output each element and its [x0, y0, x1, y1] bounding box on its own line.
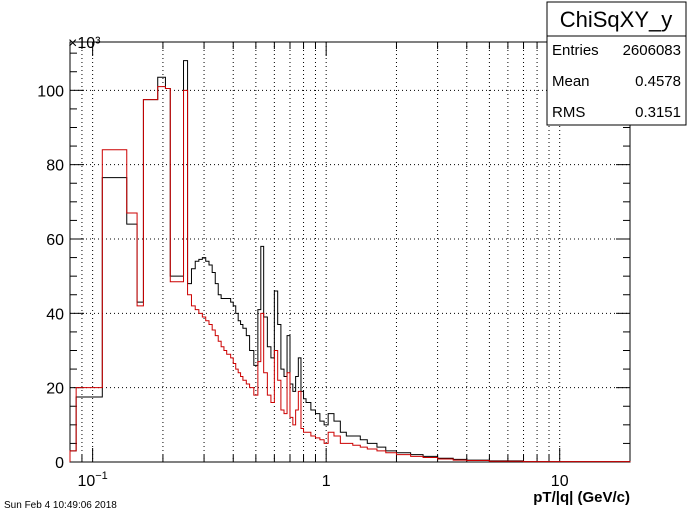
- y-tick-label: 60: [46, 232, 64, 249]
- y-tick-label: 20: [46, 381, 64, 398]
- histogram-series: [69, 60, 631, 463]
- y-tick-labels: 0 20 40 60 80 100: [37, 83, 64, 472]
- y-tick-label: 80: [46, 158, 64, 175]
- stats-value-mean: 0.4578: [635, 73, 681, 90]
- stats-label-mean: Mean: [552, 73, 590, 90]
- plot-frame: [69, 41, 631, 463]
- y-tick-label: 100: [37, 83, 64, 100]
- x-tick-labels: 10−1 1 10: [77, 470, 568, 490]
- x-tick-label: 1: [322, 473, 331, 490]
- stats-box: ChiSqXY_y Entries 2606083 Mean 0.4578 RM…: [546, 1, 687, 126]
- stats-label-rms: RMS: [552, 104, 585, 121]
- stats-label-entries: Entries: [552, 42, 599, 59]
- datestamp: Sun Feb 4 10:49:06 2018: [4, 500, 117, 511]
- grid-lines: [70, 42, 630, 462]
- stats-title: ChiSqXY_y: [560, 7, 673, 32]
- x-axis-title: pT/|q| (GeV/c): [533, 489, 630, 506]
- histogram-series-black: [69, 60, 631, 463]
- y-tick-label: 0: [55, 455, 64, 472]
- histogram-series-red: [69, 86, 631, 463]
- y-tick-label: 40: [46, 306, 64, 323]
- stats-value-rms: 0.3151: [635, 104, 681, 121]
- stats-value-entries: 2606083: [623, 42, 681, 59]
- x-tick-label: 10−1: [77, 470, 107, 490]
- x-tick-label: 10: [551, 473, 569, 490]
- y-multiplier-label: ×10³: [68, 35, 101, 52]
